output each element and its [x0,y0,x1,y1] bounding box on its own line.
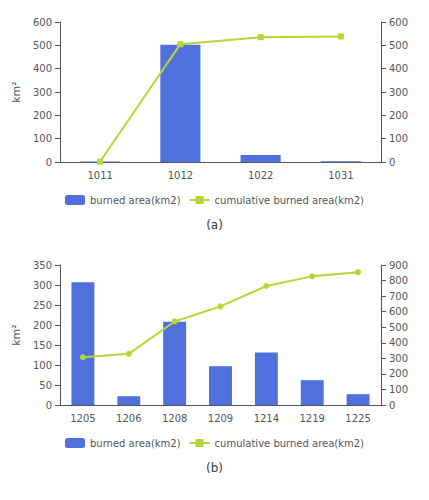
svg-text:200: 200 [389,368,408,379]
svg-text:200: 200 [33,320,52,331]
svg-text:100: 100 [33,360,52,371]
svg-text:400: 400 [389,63,408,74]
svg-text:km²: km² [10,324,23,346]
svg-text:100: 100 [33,133,52,144]
svg-text:0: 0 [46,157,52,168]
svg-text:200: 200 [33,110,52,121]
svg-text:burned area(km2): burned area(km2) [90,438,181,449]
svg-text:800: 800 [389,275,408,286]
svg-text:1031: 1031 [328,170,353,181]
svg-text:900: 900 [389,260,408,271]
svg-text:km²: km² [10,81,23,103]
svg-text:100: 100 [389,384,408,395]
svg-text:600: 600 [389,306,408,317]
svg-text:1208: 1208 [162,413,187,424]
svg-text:100: 100 [389,133,408,144]
svg-text:300: 300 [389,353,408,364]
svg-text:50: 50 [39,380,52,391]
svg-text:200: 200 [389,110,408,121]
svg-text:burned area(km2): burned area(km2) [90,195,181,206]
svg-text:400: 400 [389,337,408,348]
svg-text:600: 600 [33,17,52,28]
svg-text:1011: 1011 [87,170,112,181]
svg-text:350: 350 [33,260,52,271]
svg-text:cumulative burned area(km2): cumulative burned area(km2) [215,195,365,206]
svg-text:1214: 1214 [254,413,279,424]
svg-text:300: 300 [389,87,408,98]
svg-text:1209: 1209 [208,413,233,424]
svg-text:300: 300 [33,280,52,291]
svg-text:400: 400 [33,63,52,74]
svg-text:1219: 1219 [299,413,324,424]
svg-text:600: 600 [389,17,408,28]
svg-text:(b): (b) [206,461,223,475]
svg-text:0: 0 [389,157,395,168]
svg-text:1022: 1022 [248,170,273,181]
svg-text:500: 500 [389,322,408,333]
svg-text:700: 700 [389,291,408,302]
svg-text:1012: 1012 [168,170,193,181]
svg-text:150: 150 [33,340,52,351]
svg-text:500: 500 [389,40,408,51]
svg-text:300: 300 [33,87,52,98]
svg-text:(a): (a) [206,218,223,232]
svg-text:500: 500 [33,40,52,51]
svg-text:0: 0 [389,400,395,411]
svg-text:cumulative burned area(km2): cumulative burned area(km2) [215,438,365,449]
svg-text:1205: 1205 [70,413,95,424]
svg-text:250: 250 [33,300,52,311]
svg-text:0: 0 [46,400,52,411]
svg-text:1206: 1206 [116,413,141,424]
svg-text:1225: 1225 [345,413,370,424]
